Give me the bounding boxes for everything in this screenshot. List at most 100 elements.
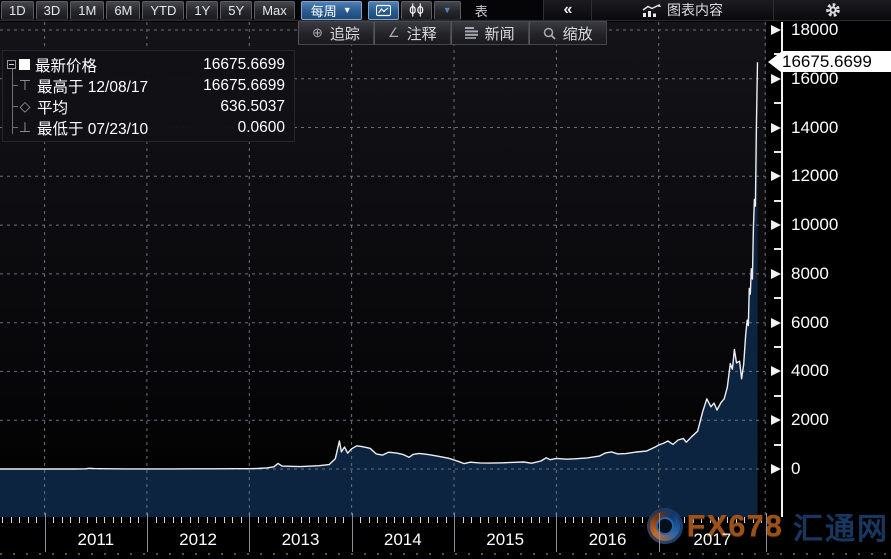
- legend-label: 最高于 12/08/17: [37, 78, 149, 96]
- month-tick: [633, 517, 635, 523]
- month-tick: [36, 517, 38, 523]
- range-button-max[interactable]: Max: [254, 0, 295, 20]
- legend-tree-stub: [12, 85, 18, 86]
- range-button-ytd[interactable]: YTD: [142, 0, 185, 20]
- range-button-5y[interactable]: 5Y: [220, 0, 253, 20]
- legend-label: 最新价格: [35, 57, 98, 75]
- month-tick: [274, 517, 276, 523]
- month-tick: [87, 517, 89, 523]
- tool-button-track[interactable]: ⊕ 追踪: [298, 21, 374, 45]
- month-tick: [590, 517, 592, 523]
- x-axis-label-2011: 2011: [77, 530, 115, 549]
- month-tick: [581, 517, 583, 523]
- month-tick: [189, 517, 191, 523]
- month-tick: [513, 517, 515, 523]
- year-separator: [766, 513, 767, 552]
- month-tick: [496, 517, 498, 523]
- legend-row-high[interactable]: ⊤ 最高于 12/08/17 16675.6699: [3, 75, 294, 96]
- month-tick: [419, 517, 421, 523]
- legend-label: 最低于 07/23/10: [37, 120, 149, 138]
- legend-row-swatch[interactable]: 最新价格 16675.6699: [3, 54, 294, 75]
- month-tick: [215, 517, 217, 523]
- y-axis-label-2000: 2000: [791, 410, 829, 430]
- month-tick: [539, 517, 541, 523]
- range-button-1m[interactable]: 1M: [70, 0, 105, 20]
- y-axis-label-16000: 16000: [791, 68, 839, 88]
- x-axis-label-2012: 2012: [179, 530, 218, 549]
- month-tick: [164, 517, 165, 523]
- y-axis-label-8000: 8000: [791, 263, 829, 283]
- collapse-box-icon[interactable]: [7, 60, 16, 69]
- tool-button-zoom[interactable]: 缩放: [528, 21, 607, 45]
- month-tick: [27, 517, 29, 523]
- month-tick: [761, 517, 763, 523]
- y-minor-tick: [774, 443, 781, 446]
- range-button-6m[interactable]: 6M: [106, 0, 141, 20]
- range-button-1d[interactable]: 1D: [1, 0, 34, 20]
- month-tick: [530, 517, 532, 523]
- legend-row-avg[interactable]: ◇ 平均 636.5037: [3, 96, 294, 117]
- line-chart-type-button[interactable]: [367, 0, 399, 20]
- month-tick: [377, 517, 379, 523]
- month-tick: [436, 517, 438, 523]
- month-tick: [564, 517, 566, 523]
- settings-button[interactable]: [773, 0, 891, 20]
- tool-button-label: 注释: [406, 25, 437, 43]
- legend-label: 平均: [37, 99, 69, 117]
- month-tick: [198, 517, 200, 523]
- month-tick: [726, 517, 728, 523]
- month-tick: [692, 517, 694, 523]
- month-tick: [129, 517, 131, 523]
- month-tick: [2, 517, 3, 523]
- chart-content-button[interactable]: 图表内容: [591, 0, 773, 20]
- y-minor-tick: [774, 346, 781, 349]
- month-tick: [138, 517, 140, 523]
- period-dropdown[interactable]: 每周 ▼: [300, 0, 362, 20]
- month-tick: [240, 517, 242, 523]
- month-tick: [599, 517, 600, 523]
- month-tick: [172, 517, 174, 523]
- top-toolbar: 1D 3D 1M 6M YTD 1Y 5Y Max 每周 ▼ ▼: [0, 0, 891, 21]
- table-view-button[interactable]: 表: [467, 1, 496, 20]
- month-tick: [257, 517, 259, 523]
- toolbar-right-group: « 图表内容: [543, 0, 891, 20]
- month-tick: [232, 517, 234, 523]
- avg-marker-icon: ◇: [19, 98, 31, 115]
- month-tick: [735, 517, 737, 523]
- month-tick: [709, 517, 711, 523]
- range-button-3d[interactable]: 3D: [35, 0, 69, 20]
- y-major-tick-icon: [771, 73, 781, 84]
- month-tick: [10, 517, 12, 523]
- month-tick: [428, 517, 430, 523]
- month-tick: [61, 517, 63, 523]
- legend-panel: 最新价格 16675.6699 ⊤ 最高于 12/08/17 16675.6699 ◇ 平均…: [2, 50, 295, 142]
- collapse-panel-button[interactable]: «: [543, 0, 591, 20]
- legend-tree-stub: [12, 127, 18, 128]
- month-tick: [104, 517, 106, 523]
- crosshair-icon: ⊕: [312, 25, 323, 40]
- x-axis-label-2013: 2013: [281, 530, 320, 549]
- low-marker-icon: ⊥: [18, 119, 32, 136]
- month-tick: [624, 517, 626, 523]
- month-tick: [360, 517, 362, 523]
- tool-button-annotate[interactable]: ∠ 注释: [373, 21, 451, 45]
- month-tick: [462, 517, 464, 523]
- range-button-1y[interactable]: 1Y: [186, 0, 219, 20]
- month-tick: [607, 517, 609, 523]
- legend-value: 0.0600: [237, 118, 285, 136]
- candlestick-icon: [409, 3, 423, 17]
- candlestick-chart-type-button[interactable]: [400, 0, 432, 20]
- y-axis-label-10000: 10000: [791, 215, 839, 235]
- month-tick: [411, 517, 413, 523]
- legend-row-low[interactable]: ⊥ 最低于 07/23/10 0.0600: [3, 117, 294, 138]
- y-axis-label-4000: 4000: [791, 361, 829, 381]
- month-tick: [445, 517, 447, 523]
- price-chart-plot: [0, 22, 766, 517]
- tool-button-news[interactable]: 新闻: [450, 21, 529, 45]
- month-tick: [181, 517, 183, 523]
- chart-type-dropdown[interactable]: ▼: [433, 0, 461, 20]
- annotate-icon: ∠: [387, 25, 400, 40]
- month-tick: [641, 517, 643, 523]
- month-tick: [112, 517, 114, 523]
- month-tick: [471, 517, 473, 523]
